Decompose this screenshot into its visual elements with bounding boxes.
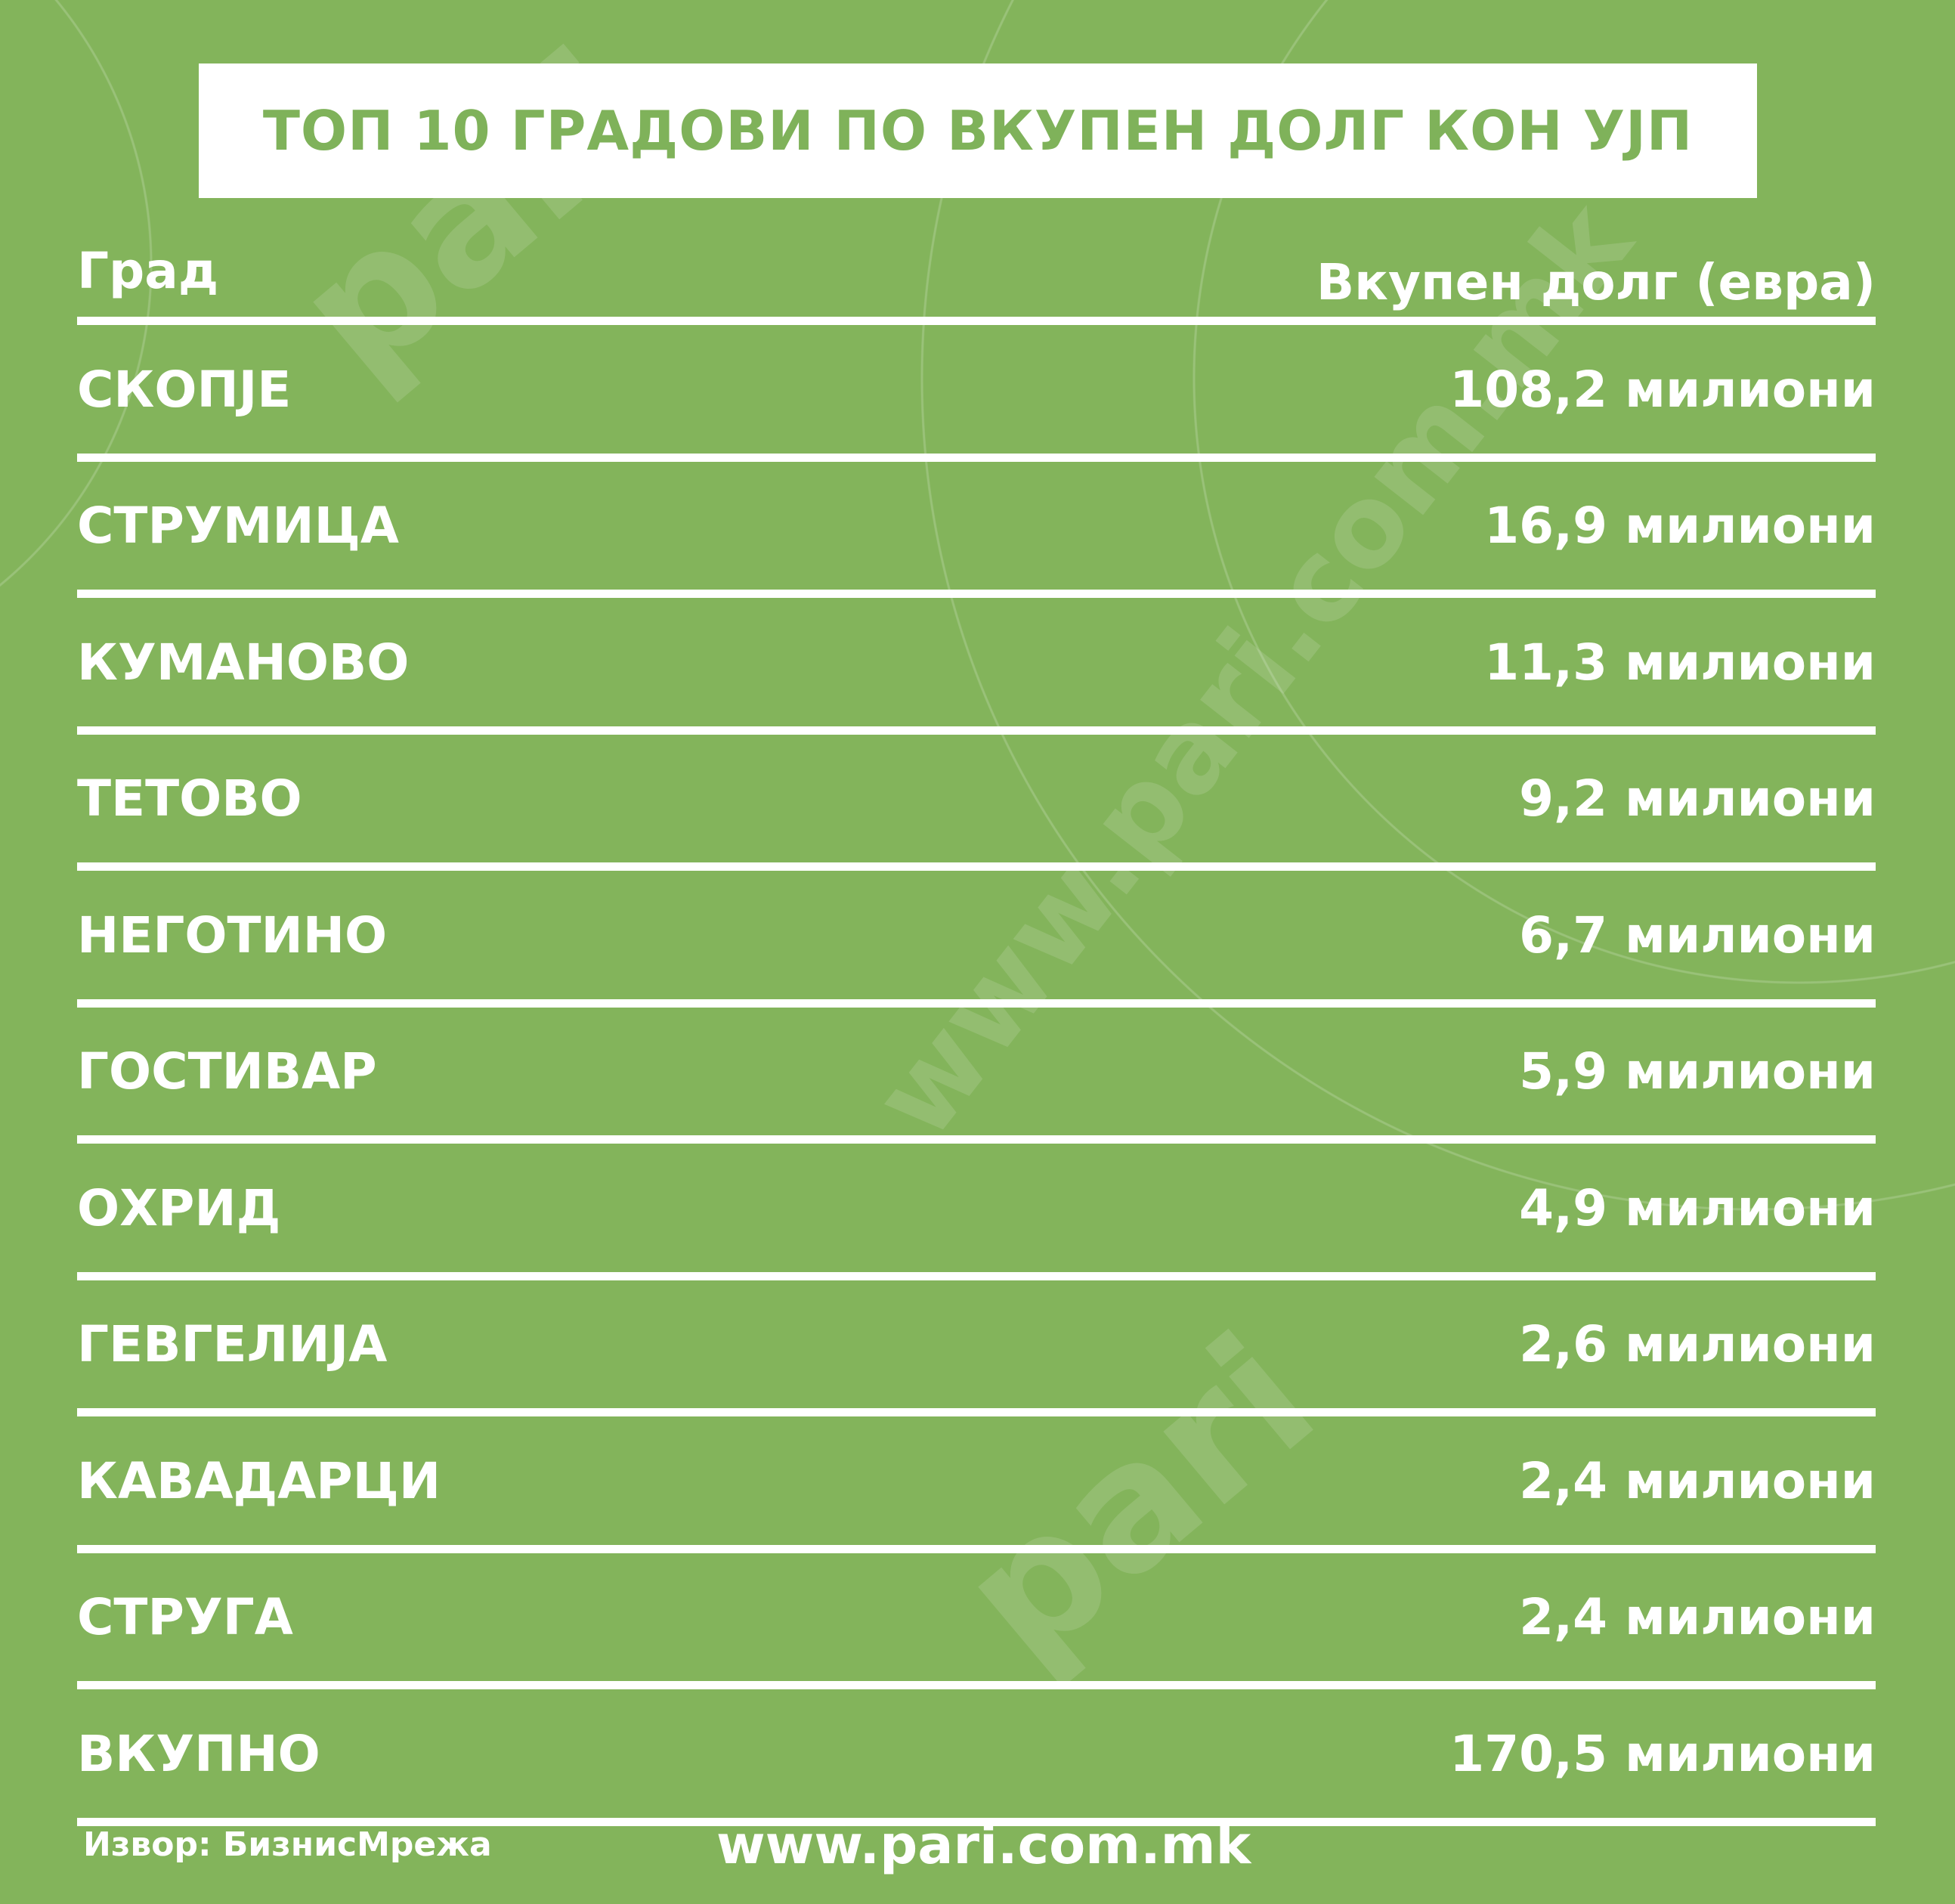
debt-value: 170,5 милиони bbox=[1449, 1724, 1876, 1783]
city-name: СКОПЈЕ bbox=[77, 360, 292, 419]
title-banner: ТОП 10 ГРАДОВИ ПО ВКУПЕН ДОЛГ КОН УЈП bbox=[199, 63, 1757, 198]
debt-value: 2,6 милиони bbox=[1519, 1315, 1876, 1373]
city-name: СТРУГА bbox=[77, 1588, 293, 1646]
row-divider bbox=[77, 998, 1876, 1008]
debt-value: 11,3 милиони bbox=[1484, 633, 1876, 692]
row-divider bbox=[77, 1544, 1876, 1553]
table-row: НЕГОТИНО 6,7 милиони bbox=[77, 871, 1876, 999]
debt-value: 9,2 милиони bbox=[1519, 769, 1876, 828]
debt-value: 6,7 милиони bbox=[1519, 906, 1876, 964]
debt-value: 2,4 милиони bbox=[1519, 1451, 1876, 1510]
city-name: ГОСТИВАР bbox=[77, 1042, 377, 1101]
row-divider bbox=[77, 1408, 1876, 1416]
table-row: КУМАНОВО 11,3 милиони bbox=[77, 598, 1876, 726]
city-name: ГЕВГЕЛИЈА bbox=[77, 1315, 388, 1373]
city-name: КУМАНОВО bbox=[77, 633, 410, 692]
row-divider bbox=[77, 453, 1876, 462]
website-url: www.pari.com.mk bbox=[716, 1814, 1251, 1876]
table-row: ОХРИД 4,9 милиони bbox=[77, 1144, 1876, 1272]
row-divider bbox=[77, 726, 1876, 735]
source-note: Извор: БизнисМрежа bbox=[83, 1825, 492, 1864]
city-name: НЕГОТИНО bbox=[77, 906, 388, 964]
table-row: СКОПЈЕ 108,2 милиони bbox=[77, 325, 1876, 454]
page-title: ТОП 10 ГРАДОВИ ПО ВКУПЕН ДОЛГ КОН УЈП bbox=[262, 99, 1694, 163]
city-name: ОХРИД bbox=[77, 1178, 281, 1237]
table-row: ВКУПНО 170,5 милиони bbox=[77, 1689, 1876, 1818]
table-row: СТРУМИЦА 16,9 милиони bbox=[77, 462, 1876, 590]
table-row: ГЕВГЕЛИЈА 2,6 милиони bbox=[77, 1280, 1876, 1409]
column-header-city: Град bbox=[77, 242, 219, 300]
city-name: СТРУМИЦА bbox=[77, 497, 399, 555]
debt-value: 2,4 милиони bbox=[1519, 1588, 1876, 1646]
table-row: ГОСТИВАР 5,9 милиони bbox=[77, 1008, 1876, 1136]
table-row: ТЕТОВО 9,2 милиони bbox=[77, 735, 1876, 863]
row-divider bbox=[77, 862, 1876, 871]
column-header-debt: Вкупен долг (евра) bbox=[1316, 253, 1876, 311]
row-divider bbox=[77, 317, 1876, 325]
table-row: СТРУГА 2,4 милиони bbox=[77, 1553, 1876, 1682]
row-divider bbox=[77, 1271, 1876, 1280]
debt-value: 4,9 милиони bbox=[1519, 1178, 1876, 1237]
city-name: КАВАДАРЦИ bbox=[77, 1451, 441, 1510]
row-divider bbox=[77, 1817, 1876, 1826]
row-divider bbox=[77, 1681, 1876, 1689]
row-divider bbox=[77, 1135, 1876, 1144]
row-divider bbox=[77, 590, 1876, 598]
debt-value: 108,2 милиони bbox=[1449, 360, 1876, 419]
debt-value: 5,9 милиони bbox=[1519, 1042, 1876, 1101]
table-row: КАВАДАРЦИ 2,4 милиони bbox=[77, 1416, 1876, 1545]
city-name: ТЕТОВО bbox=[77, 769, 302, 828]
debt-value: 16,9 милиони bbox=[1484, 497, 1876, 555]
city-name: ВКУПНО bbox=[77, 1724, 320, 1783]
